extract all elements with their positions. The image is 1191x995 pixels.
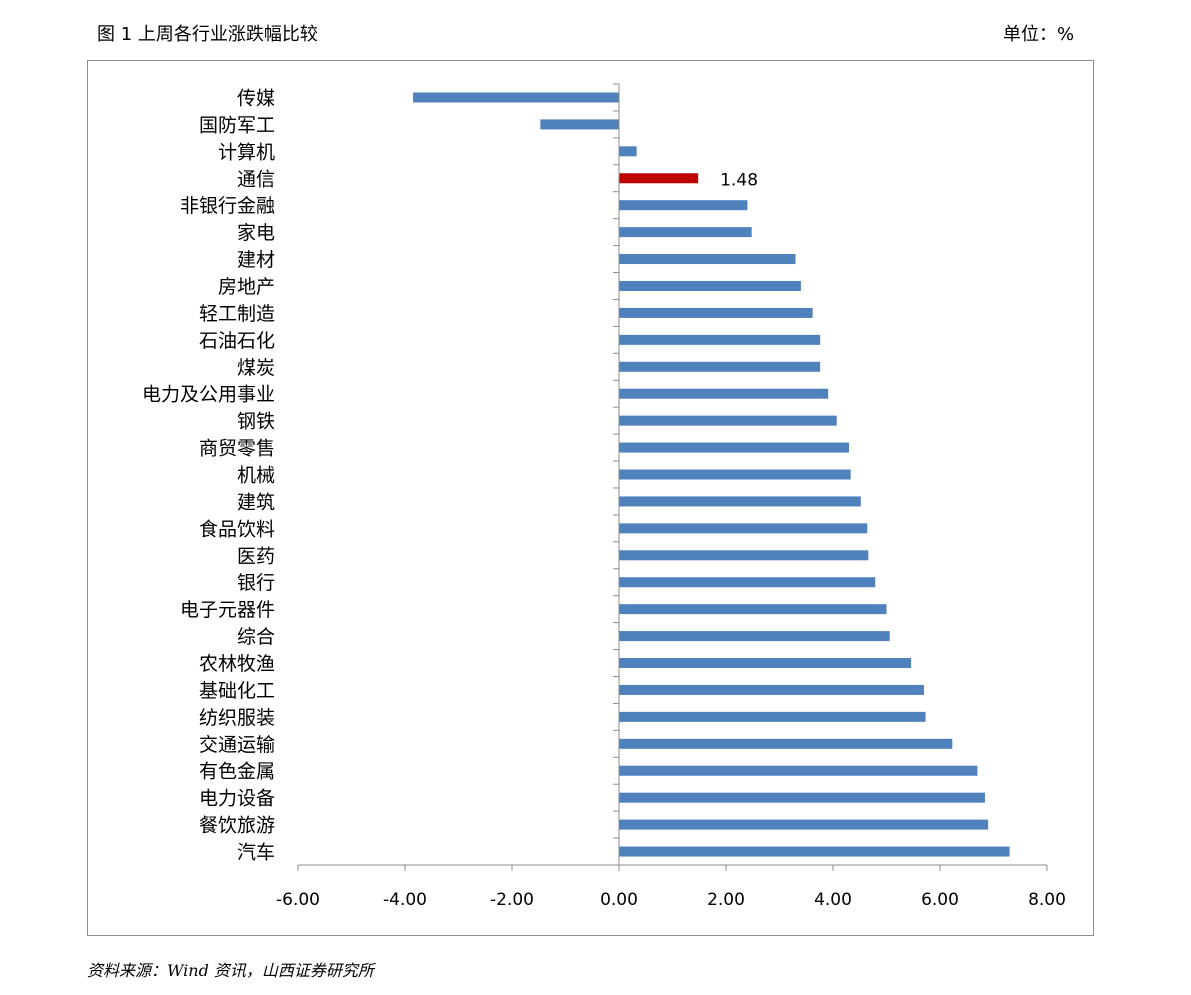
category-label: 轻工制造	[199, 303, 275, 325]
bar-25	[619, 765, 978, 776]
bar-19	[619, 604, 887, 615]
x-tick-label: 8.00	[1028, 890, 1066, 910]
x-tick-label: 6.00	[921, 890, 959, 910]
bar-11	[619, 388, 829, 399]
bar-14	[619, 469, 851, 480]
x-tick-label: -2.00	[490, 890, 534, 910]
category-label: 通信	[237, 168, 275, 190]
category-label: 非银行金融	[180, 195, 275, 217]
category-label: 有色金属	[199, 761, 275, 783]
x-tick-label: 4.00	[814, 890, 852, 910]
bar-22	[619, 684, 924, 695]
bar-2	[619, 146, 637, 157]
category-label: 煤炭	[237, 357, 275, 379]
bar-12	[619, 415, 837, 426]
bar-0	[413, 92, 619, 103]
bar-1	[540, 119, 619, 130]
category-label: 家电	[237, 222, 275, 244]
bar-13	[619, 442, 850, 453]
category-label: 医药	[237, 545, 275, 567]
bar-7	[619, 280, 801, 291]
category-label: 石油石化	[199, 330, 275, 352]
category-label: 基础化工	[199, 680, 275, 702]
bar-15	[619, 496, 861, 507]
category-label: 钢铁	[237, 411, 275, 433]
bar-8	[619, 307, 813, 318]
category-label: 电力设备	[199, 788, 275, 810]
category-label: 餐饮旅游	[199, 815, 275, 837]
category-label: 电力及公用事业	[142, 384, 275, 406]
unit-label: 单位：%	[1003, 24, 1075, 45]
bar-21	[619, 658, 912, 669]
bar-27	[619, 819, 989, 830]
bar-26	[619, 792, 985, 803]
bar-6	[619, 254, 796, 265]
bar-20	[619, 631, 890, 642]
x-tick-label: 2.00	[707, 890, 745, 910]
x-tick-label: -4.00	[383, 890, 427, 910]
bar-24	[619, 738, 953, 749]
category-label: 国防军工	[199, 114, 275, 136]
bar-17	[619, 550, 869, 561]
bar-4	[619, 200, 748, 211]
category-label: 食品饮料	[199, 518, 275, 540]
bar-16	[619, 523, 868, 534]
bar-3	[619, 173, 699, 184]
category-label: 电子元器件	[180, 599, 275, 621]
x-tick-label: -6.00	[276, 890, 320, 910]
source-note: 资料来源：Wind 资讯，山西证券研究所	[87, 961, 374, 980]
category-label: 交通运输	[199, 734, 275, 756]
category-label: 银行	[237, 572, 275, 594]
figure-title: 图 1 上周各行业涨跌幅比较	[97, 24, 318, 45]
category-label: 纺织服装	[199, 707, 275, 729]
category-label: 建筑	[237, 491, 275, 513]
chart-frame	[87, 60, 1094, 936]
bar-23	[619, 711, 926, 722]
bar-10	[619, 361, 821, 372]
category-label: 农林牧渔	[199, 653, 275, 675]
category-label: 传媒	[237, 87, 275, 109]
category-label: 商贸零售	[199, 438, 275, 460]
category-label: 建材	[237, 249, 275, 271]
category-label: 综合	[237, 626, 275, 648]
bar-9	[619, 334, 821, 345]
category-label: 机械	[237, 465, 275, 487]
bar-28	[619, 846, 1010, 857]
category-label: 汽车	[237, 842, 275, 864]
x-tick-label: 0.00	[600, 890, 638, 910]
bar-18	[619, 577, 876, 588]
data-label: 1.48	[720, 170, 758, 190]
bar-5	[619, 227, 752, 238]
category-label: 计算机	[218, 141, 275, 163]
category-label: 房地产	[218, 276, 275, 298]
